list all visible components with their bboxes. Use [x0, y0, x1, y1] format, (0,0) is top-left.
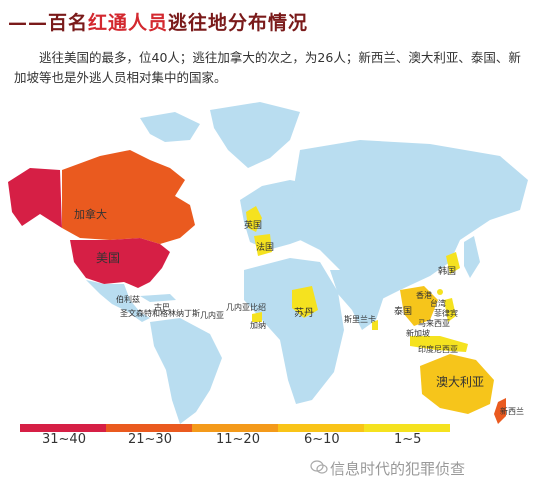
uk-shape — [246, 206, 262, 232]
label-korea: 韩国 — [438, 265, 456, 277]
title-part-1: 百名 — [48, 12, 89, 34]
philippines-shape — [444, 298, 456, 322]
legend-label-31-40: 31~40 — [42, 432, 86, 447]
label-uk: 英国 — [244, 219, 262, 231]
page-title: ——百名红通人员逃往地分布情况 — [8, 8, 308, 35]
legend-label-6-10: 6~10 — [304, 432, 340, 447]
label-canada: 加拿大 — [74, 207, 107, 221]
arctic-islands-shape — [140, 112, 200, 142]
label-france: 法国 — [256, 241, 274, 253]
label-usa: 美国 — [96, 251, 120, 265]
title-part-3: 逃往地分布情况 — [168, 12, 309, 34]
legend-seg-1-5 — [364, 424, 450, 432]
france-shape — [254, 234, 272, 256]
asia-shape — [290, 140, 528, 300]
label-malaysia: 马来西亚 — [418, 319, 450, 328]
legend-labels: 31~40 21~30 11~20 6~10 1~5 — [20, 432, 450, 450]
korea-shape — [446, 252, 460, 274]
label-singapore: 新加坡 — [406, 328, 430, 338]
legend-seg-31-40 — [20, 424, 106, 432]
label-thailand: 泰国 — [394, 305, 412, 317]
label-cuba: 古巴 — [154, 302, 170, 312]
description-text: 逃往美国的最多，位40人；逃往加拿大的次之，为26人；新西兰、澳大利亚、泰国、新… — [14, 50, 521, 85]
label-ghana: 加纳 — [250, 320, 266, 330]
legend-seg-11-20 — [192, 424, 278, 432]
label-taiwan: 台湾 — [430, 298, 446, 308]
taiwan-marker — [437, 289, 443, 295]
label-sierraleone: 几内亚比绍 — [226, 302, 266, 312]
indonesia-shape — [410, 336, 468, 352]
title-part-2: 红通人员 — [88, 12, 169, 34]
sudan-shape — [292, 286, 318, 318]
legend-seg-6-10 — [278, 424, 364, 432]
australia-shape — [420, 354, 494, 414]
legend-bar — [20, 424, 450, 432]
greenland-shape — [210, 102, 300, 168]
caribbean-shape — [140, 294, 176, 302]
usa-shape — [70, 238, 170, 288]
india-shape — [330, 270, 384, 330]
label-philippines: 菲律宾 — [434, 308, 458, 318]
label-stvincent: 圣文森特和格林纳丁斯 — [120, 308, 200, 318]
alaska-shape — [8, 168, 62, 228]
legend-label-1-5: 1~5 — [394, 432, 422, 447]
label-guinea: 几内亚 — [200, 310, 224, 320]
label-indonesia: 印度尼西亚 — [418, 344, 458, 354]
label-newzealand: 新西兰 — [500, 406, 524, 416]
south-america-shape — [150, 318, 222, 424]
label-srilanka: 斯里兰卡 — [344, 314, 376, 324]
newzealand-shape — [494, 398, 506, 424]
mexico-shape — [86, 280, 150, 322]
southeast-asia-shape — [400, 286, 438, 326]
africa-shape — [244, 258, 344, 404]
legend-seg-21-30 — [106, 424, 192, 432]
canada-shape — [62, 150, 195, 244]
title-dash: —— — [8, 12, 48, 34]
label-belize: 伯利兹 — [116, 294, 140, 304]
legend-label-11-20: 11~20 — [216, 432, 260, 447]
legend-label-21-30: 21~30 — [128, 432, 172, 447]
wechat-icon — [310, 460, 328, 474]
srilanka-shape — [372, 320, 378, 330]
label-australia: 澳大利亚 — [436, 375, 484, 389]
watermark-text: 信息时代的犯罪侦查 — [330, 460, 466, 478]
label-hongkong: 香港 — [416, 290, 432, 300]
label-sudan: 苏丹 — [294, 306, 314, 319]
west-africa-shape — [252, 312, 262, 322]
japan-shape — [464, 236, 480, 278]
